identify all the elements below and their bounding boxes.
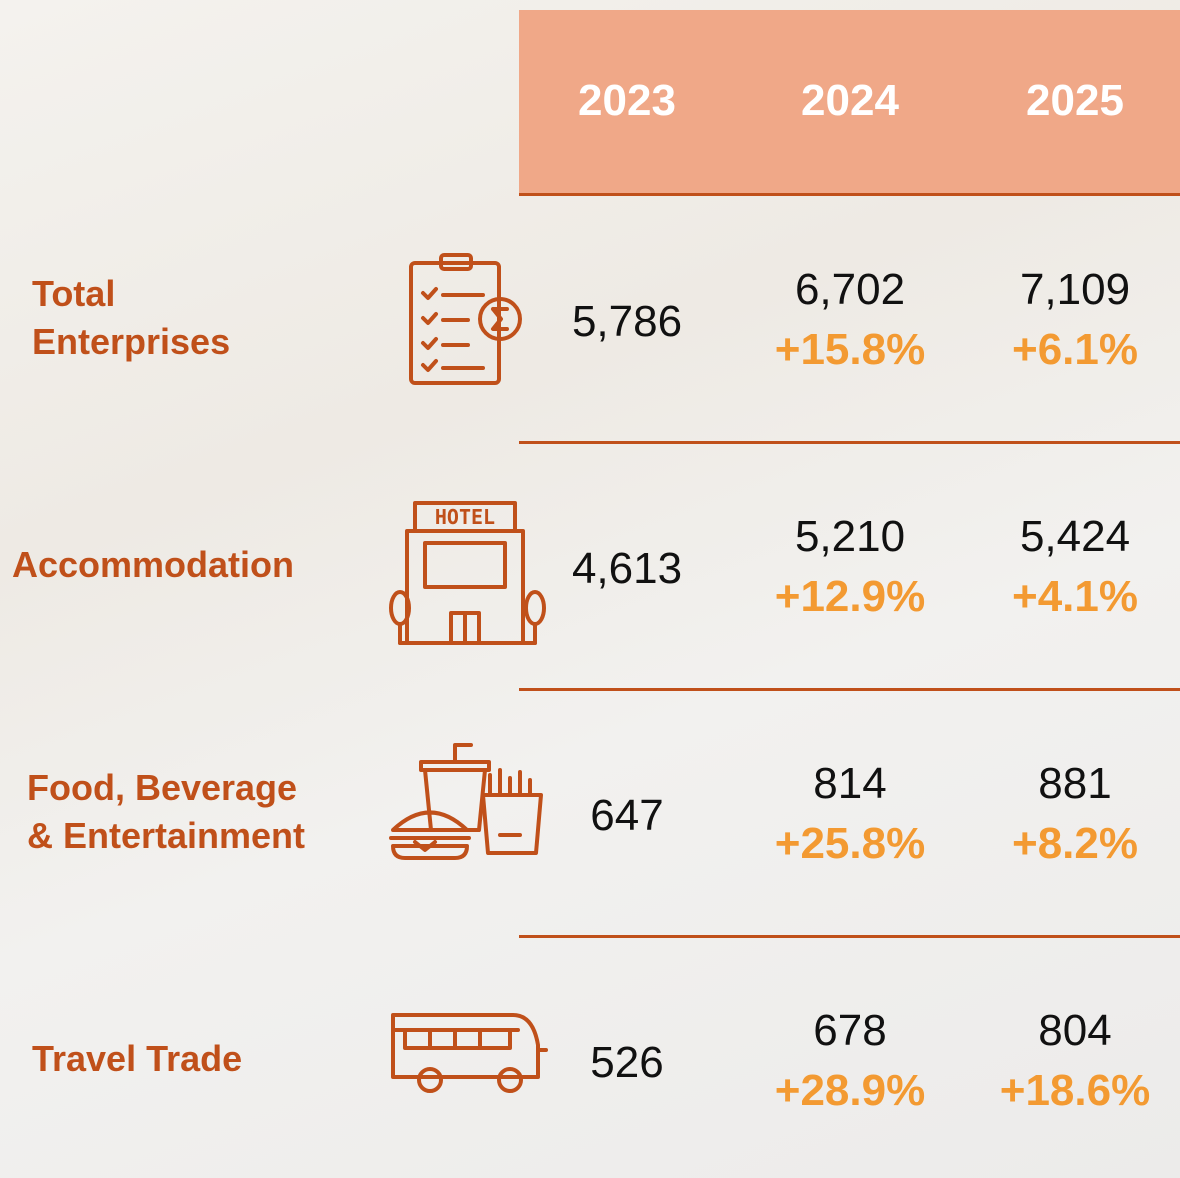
row-label: Accommodation bbox=[12, 541, 294, 589]
column-header: 2023 bbox=[517, 76, 737, 126]
value: 881 bbox=[955, 759, 1180, 809]
row-label: Total bbox=[32, 270, 115, 318]
value: 526 bbox=[507, 1038, 747, 1088]
row-label: Enterprises bbox=[32, 318, 230, 366]
change: +18.6% bbox=[955, 1066, 1180, 1116]
change: +6.1% bbox=[955, 325, 1180, 375]
row-divider bbox=[519, 441, 1180, 444]
value: 804 bbox=[955, 1006, 1180, 1056]
value: 814 bbox=[730, 759, 970, 809]
value: 7,109 bbox=[955, 265, 1180, 315]
row-label: Travel Trade bbox=[32, 1035, 242, 1083]
value: 5,786 bbox=[507, 297, 747, 347]
row-label: & Entertainment bbox=[27, 812, 305, 860]
change: +15.8% bbox=[730, 325, 970, 375]
value: 647 bbox=[507, 791, 747, 841]
svg-text:HOTEL: HOTEL bbox=[435, 505, 495, 529]
change: +28.9% bbox=[730, 1066, 970, 1116]
change: +4.1% bbox=[955, 572, 1180, 622]
column-header: 2024 bbox=[740, 76, 960, 126]
value: 5,424 bbox=[955, 512, 1180, 562]
value: 678 bbox=[730, 1006, 970, 1056]
row-divider bbox=[519, 935, 1180, 938]
change: +25.8% bbox=[730, 819, 970, 869]
value: 5,210 bbox=[730, 512, 970, 562]
row-label: Food, Beverage bbox=[27, 764, 297, 812]
page: HOTEL 202320242025TotalEnterprises5,7866… bbox=[0, 0, 1180, 1178]
value: 4,613 bbox=[507, 544, 747, 594]
change: +8.2% bbox=[955, 819, 1180, 869]
row-divider bbox=[519, 688, 1180, 691]
column-header: 2025 bbox=[965, 76, 1180, 126]
value: 6,702 bbox=[730, 265, 970, 315]
change: +12.9% bbox=[730, 572, 970, 622]
